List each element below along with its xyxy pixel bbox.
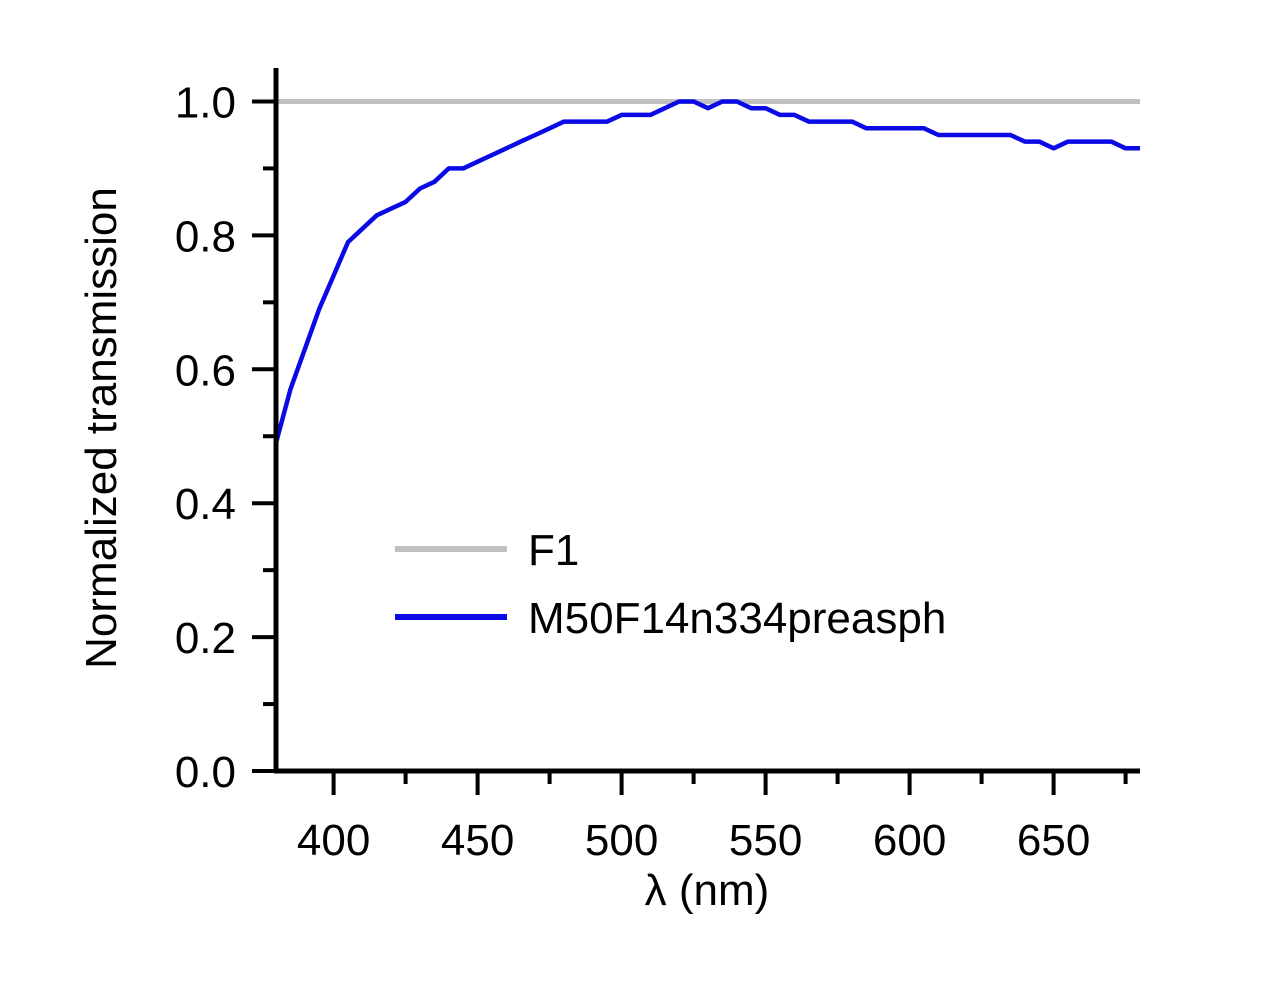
y-tick-label: 0.4: [175, 480, 236, 529]
x-tick-label: 400: [297, 816, 370, 865]
y-axis-title: Normalized transmission: [77, 187, 126, 669]
y-tick-label: 0.8: [175, 212, 236, 261]
x-tick-label: 600: [873, 816, 946, 865]
legend-label-f1: F1: [528, 526, 579, 575]
x-tick-label: 500: [585, 816, 658, 865]
y-tick-label: 1.0: [175, 78, 236, 127]
x-axis-title: λ (nm): [645, 866, 770, 915]
plot-lines: [273, 99, 1140, 444]
y-tick-label: 0.6: [175, 346, 236, 395]
x-tick-label: 450: [441, 816, 514, 865]
ticks: [252, 99, 1128, 795]
series-line-m50f14n334preasph: [273, 99, 1140, 444]
x-tick-label: 650: [1017, 816, 1090, 865]
y-tick-label: 0.0: [175, 748, 236, 797]
x-tick-label: 550: [729, 816, 802, 865]
legend-label-m50f14n334preasph: M50F14n334preasph: [528, 594, 946, 643]
axes: [273, 68, 1140, 774]
tick-labels: 400 450 500 550 600 650 0.0 0.2 0.4 0.6 0.8 1.0: [175, 78, 1090, 865]
y-tick-label: 0.2: [175, 614, 236, 663]
legend: F1 M50F14n334preasph: [395, 526, 946, 643]
